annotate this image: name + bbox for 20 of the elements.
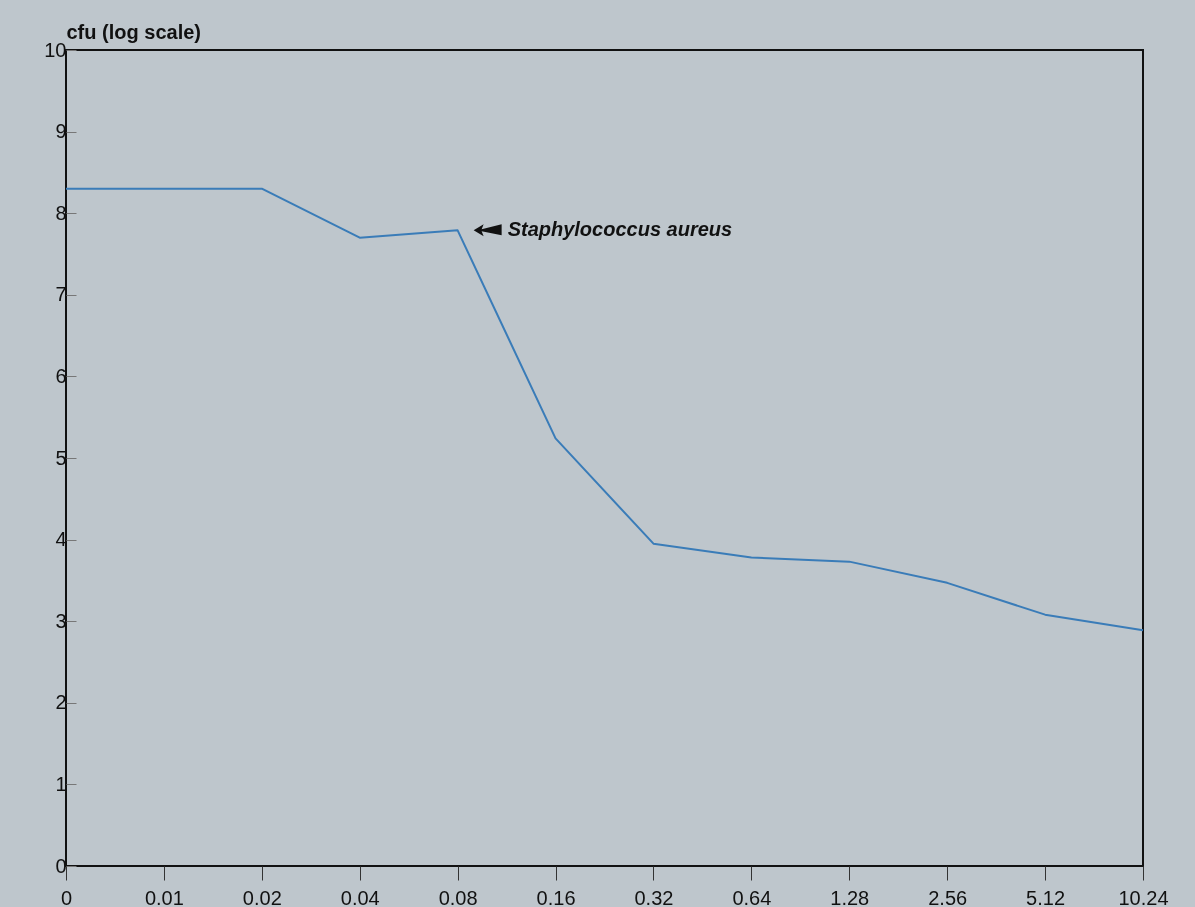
- x-tick-label: 0.64: [732, 886, 772, 907]
- x-tick-label: 0.16: [536, 886, 576, 907]
- x-tick-label: 0.32: [634, 886, 674, 907]
- x-tick-label: 0.04: [340, 886, 380, 907]
- x-tick-label: 0.01: [144, 886, 184, 907]
- y-tick-label: 2: [55, 691, 67, 714]
- y-tick-label: 3: [55, 609, 67, 632]
- line-series: [65, 187, 1144, 632]
- x-tick-label: 5.12: [1026, 886, 1066, 907]
- y-tick-label: 8: [55, 201, 67, 224]
- x-tick-label: 0.02: [242, 886, 282, 907]
- x-tick-label: 0.08: [438, 886, 478, 907]
- y-tick-label: 10: [44, 38, 67, 61]
- y-tick-label: 4: [55, 528, 67, 551]
- x-tick-label: 1.28: [830, 886, 870, 907]
- y-tick-label: 1: [55, 772, 67, 795]
- x-tick-label: 10.24: [1118, 886, 1169, 907]
- y-axis-title: cfu (log scale): [66, 20, 201, 43]
- x-tick-label: 2.56: [928, 886, 968, 907]
- annotation: Staphylococcus aureus: [507, 218, 733, 241]
